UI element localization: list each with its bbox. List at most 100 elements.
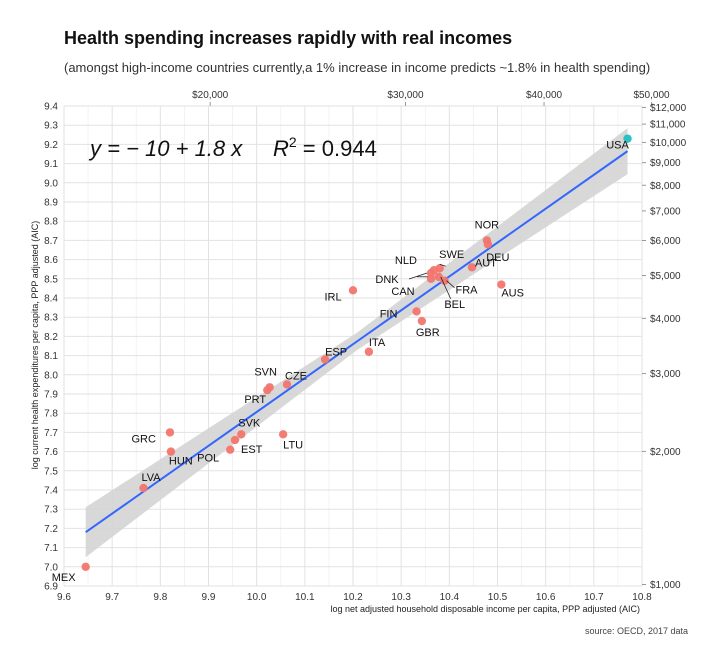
y-tick-label: 8.7: [44, 236, 58, 247]
right-axis-tick-label: $11,000: [650, 120, 686, 131]
data-point: [440, 276, 449, 285]
label-leader-line: [440, 276, 452, 300]
top-axis-tick-label: $40,000: [526, 90, 563, 101]
point-label: NLD: [395, 255, 417, 267]
data-point: [265, 383, 274, 392]
regression-line: [85, 150, 629, 534]
y-tick-label: 7.1: [44, 543, 58, 554]
label-leader-line: [408, 272, 428, 280]
right-axis-tick-label: $5,000: [650, 271, 681, 282]
data-point: [139, 483, 148, 493]
chart-subtitle: (amongst high-income countries currently…: [64, 60, 651, 75]
r-squared-label: R2 = 0.944: [273, 134, 377, 161]
point-label: IRL: [324, 291, 341, 303]
point-label: USA: [606, 140, 629, 152]
point-label: FRA: [456, 285, 479, 297]
right-axis-tick-label: $1,000: [650, 580, 681, 591]
point-label: POL: [197, 453, 219, 465]
data-point: [412, 307, 421, 316]
y-tick-label: 8.3: [44, 313, 58, 324]
right-axis-tick-label: $8,000: [650, 181, 681, 192]
data-point: [435, 264, 444, 273]
point-label: GBR: [416, 327, 440, 339]
point-label: DEU: [486, 252, 509, 264]
right-axis-tick-label: $9,000: [650, 158, 681, 169]
equation-label: y = − 10 + 1.8 x: [88, 136, 243, 161]
point-label: PRT: [244, 394, 266, 406]
point-label: MEX: [52, 572, 77, 584]
x-tick-label: 9.9: [202, 592, 216, 603]
y-tick-label: 8.2: [44, 332, 58, 343]
data-point: [417, 316, 427, 326]
y-tick-label: 7.6: [44, 447, 58, 458]
data-point: [623, 134, 632, 143]
point-label: EST: [241, 444, 263, 456]
top-axis-tick-label: $30,000: [387, 90, 424, 101]
x-tick-label: 9.6: [57, 592, 71, 603]
data-point: [348, 286, 358, 295]
point-label: ESP: [325, 346, 347, 358]
y-tick-label: 7.7: [44, 428, 58, 439]
point-label: LVA: [141, 472, 161, 484]
point-label: SWE: [439, 249, 464, 261]
axes: 9.6 9.7 9.8 9.9 10.0 10.1 10.2 10.3 10.4 10.5 10.6…: [44, 90, 686, 603]
y-tick-label: 9.1: [44, 159, 58, 170]
data-point: [165, 428, 175, 437]
x-tick-label: 10.4: [440, 592, 460, 603]
data-point: [483, 240, 493, 249]
x-tick-label: 10.7: [584, 592, 604, 603]
data-point: [225, 445, 235, 454]
point-label: CAN: [391, 286, 414, 298]
x-tick-label: 9.8: [153, 592, 167, 603]
point-label: AUT: [475, 257, 497, 269]
y-tick-label: 7.3: [44, 505, 58, 516]
y-tick-label: 6.9: [44, 582, 58, 593]
x-tick-label: 10.8: [632, 592, 652, 603]
right-axis-tick-label: $7,000: [650, 206, 681, 217]
label-leader-line: [439, 263, 446, 267]
x-tick-label: 10.3: [391, 592, 411, 603]
y-axis-label: log current health expenditures per capi…: [30, 221, 40, 469]
y-tick-label: 7.4: [44, 486, 58, 497]
data-point: [426, 274, 436, 283]
data-point: [467, 263, 477, 272]
y-tick-label: 7.0: [44, 562, 58, 573]
y-tick-label: 8.5: [44, 274, 58, 285]
right-axis-tick-label: $6,000: [650, 236, 681, 247]
point-label: NOR: [475, 219, 500, 231]
top-axis-tick-label: $50,000: [633, 90, 670, 101]
r-squared-exponent: 2: [289, 134, 297, 150]
y-tick-label: 7.2: [44, 524, 58, 535]
point-label: HUN: [169, 456, 193, 468]
right-axis-tick-label: $4,000: [650, 314, 681, 325]
point-label: ITA: [369, 337, 386, 349]
y-tick-label: 7.8: [44, 409, 58, 420]
data-point: [278, 430, 288, 439]
point-label: DNK: [375, 274, 399, 286]
source-note: source: OECD, 2017 data: [584, 626, 688, 636]
point-label: SVN: [254, 366, 277, 378]
point-label: AUS: [501, 288, 524, 300]
r-squared-value: = 0.944: [297, 136, 377, 161]
y-tick-label: 8.8: [44, 217, 58, 228]
x-tick-label: 10.5: [488, 592, 508, 603]
data-points: [81, 134, 632, 571]
y-tick-label: 9.0: [44, 178, 58, 189]
y-tick-label: 7.5: [44, 466, 58, 477]
x-tick-label: 10.1: [295, 592, 315, 603]
x-axis-label: log net adjusted household disposable in…: [330, 604, 640, 614]
data-point: [230, 435, 240, 445]
y-tick-label: 8.9: [44, 198, 58, 209]
chart-title: Health spending increases rapidly with r…: [64, 28, 513, 48]
point-label: LTU: [283, 439, 303, 451]
y-tick-label: 9.3: [44, 121, 58, 132]
x-tick-label: 10.2: [343, 592, 363, 603]
y-tick-label: 8.1: [44, 351, 58, 362]
data-point: [237, 430, 246, 439]
x-tick-label: 10.6: [536, 592, 556, 603]
equation-lhs: y = − 10 + 1.8 x: [88, 136, 243, 161]
point-label: CZE: [285, 370, 307, 382]
data-point: [497, 280, 506, 289]
r-squared-symbol: R: [273, 136, 289, 161]
